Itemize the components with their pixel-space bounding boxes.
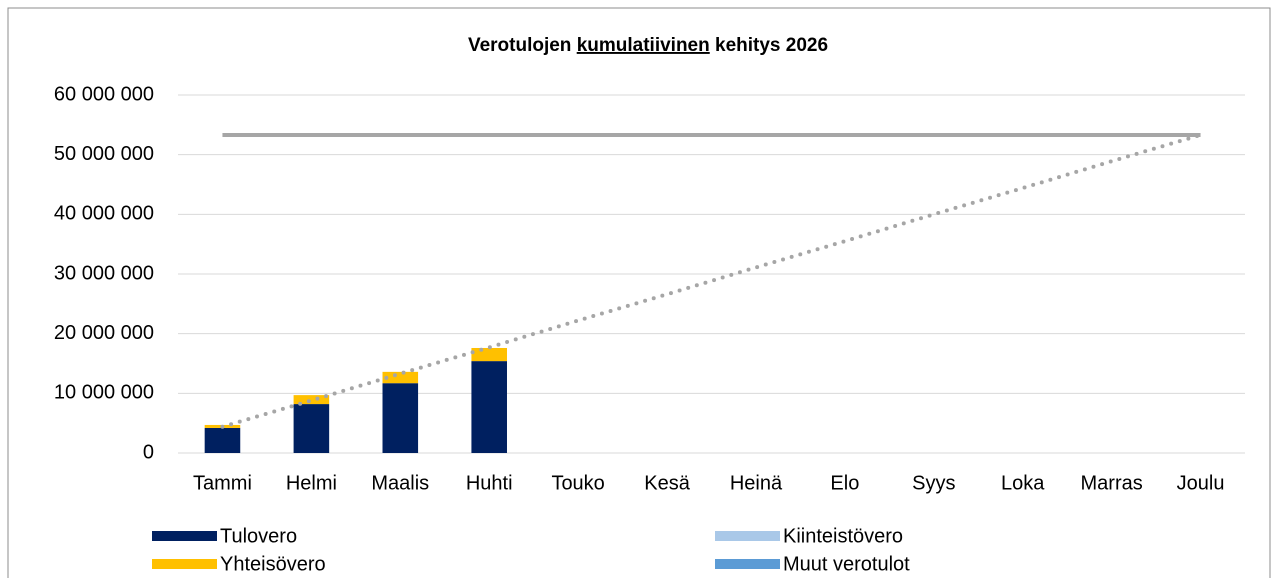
y-tick-label: 30 000 000 (54, 262, 154, 284)
bar-segment (204, 427, 241, 453)
bar-segment (382, 383, 419, 453)
bar-segment (293, 395, 330, 405)
x-tick-label: Maalis (371, 472, 429, 494)
x-tick-label: Heinä (730, 472, 783, 494)
x-tick-label: Helmi (286, 472, 337, 494)
legend-label: Muut verotulot (783, 553, 910, 575)
y-tick-label: 10 000 000 (54, 382, 154, 404)
legend-swatch (715, 559, 780, 569)
title-part: Verotulojen (468, 35, 571, 56)
y-tick-label: 20 000 000 (54, 322, 154, 344)
legend-swatch (152, 531, 217, 541)
x-tick-label: Loka (1001, 472, 1045, 494)
y-tick-label: 60 000 000 (54, 83, 154, 105)
title-part: kumulatiivinen (577, 35, 710, 56)
x-tick-label: Huhti (466, 472, 513, 494)
bar-segment (382, 371, 419, 384)
x-tick-label: Syys (912, 472, 955, 494)
x-tick-label: Joulu (1177, 472, 1225, 494)
legend-swatch (152, 559, 217, 569)
x-tick-label: Tammi (193, 472, 252, 494)
x-tick-label: Elo (830, 472, 859, 494)
x-tick-label: Kesä (644, 472, 690, 494)
bar-segment (471, 361, 507, 453)
legend-label: Yhteisövero (220, 553, 326, 575)
y-tick-label: 50 000 000 (54, 143, 154, 165)
y-tick-label: 40 000 000 (54, 203, 154, 225)
legend-swatch (715, 531, 780, 541)
title-part: kehitys 2026 (715, 35, 828, 56)
line-series (220, 132, 1203, 429)
legend-label: Tulovero (220, 525, 297, 547)
bar-segment (293, 404, 330, 453)
bar-segment (471, 347, 507, 362)
x-tick-label: Touko (551, 472, 604, 494)
y-tick-label: 0 (143, 441, 154, 463)
x-tick-label: Marras (1081, 472, 1143, 494)
chart-title: Verotulojen kumulatiivinen kehitys 2026 (468, 35, 828, 56)
chart-border (7, 7, 1271, 578)
legend-label: Kiinteistövero (783, 525, 903, 547)
